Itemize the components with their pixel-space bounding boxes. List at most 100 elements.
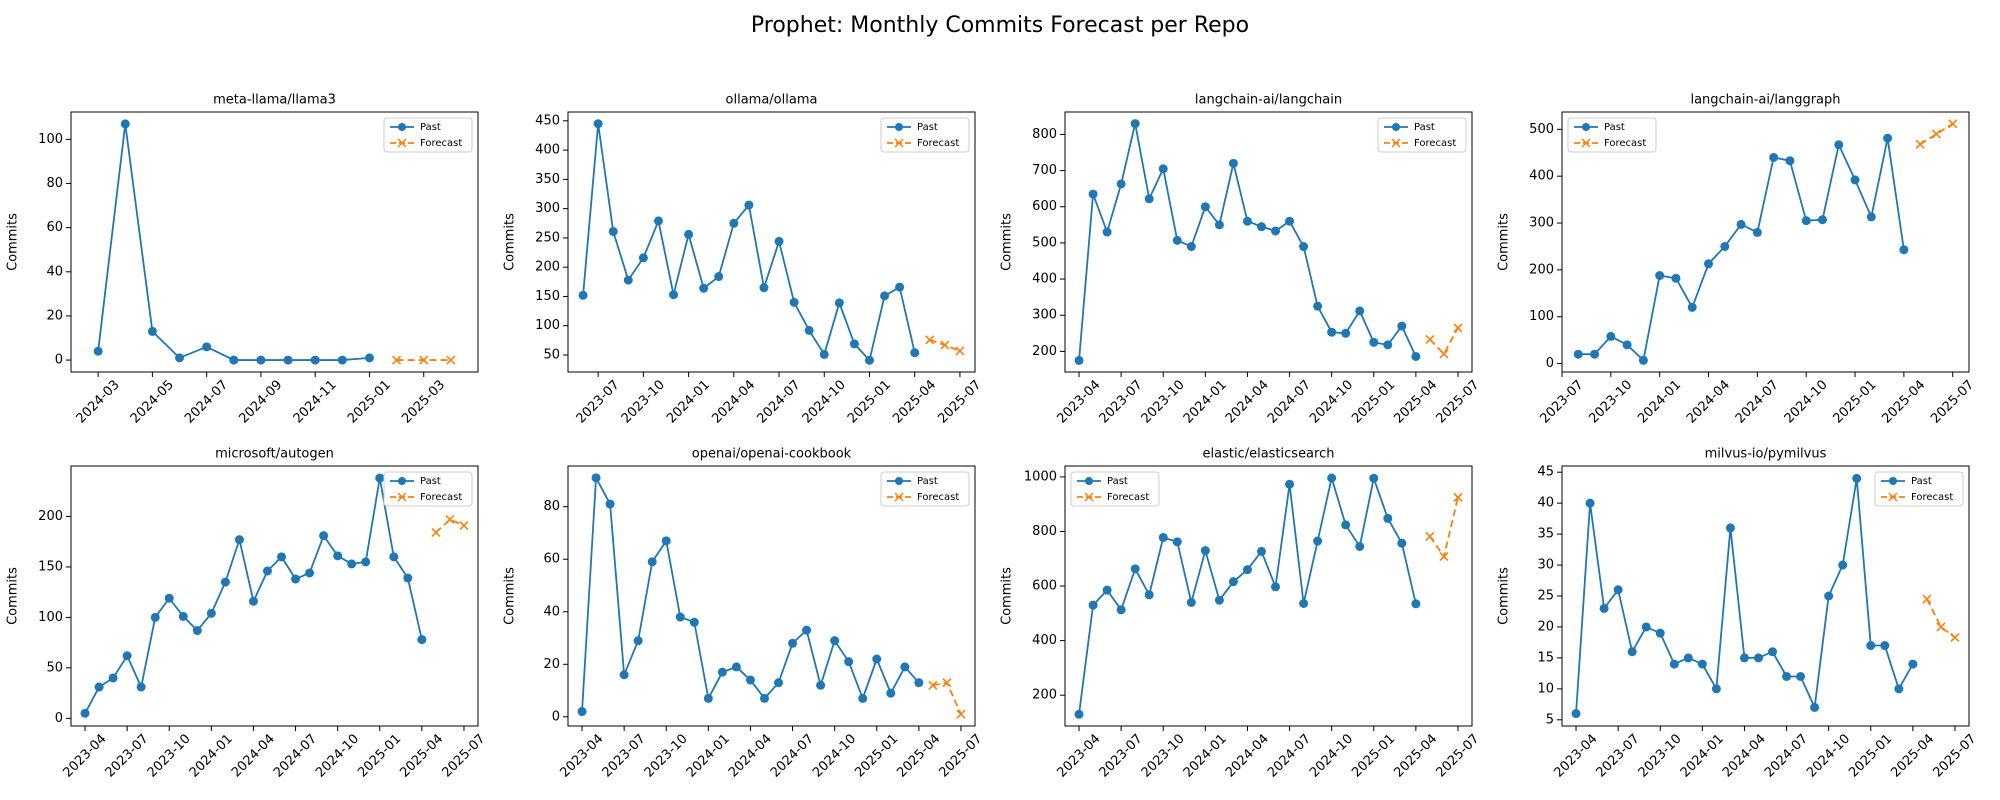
point [337, 355, 347, 365]
point [1852, 473, 1862, 483]
point [206, 608, 216, 618]
point [745, 675, 755, 685]
y-tick-label: 300 [1529, 216, 1554, 231]
point [774, 678, 784, 688]
point [1736, 219, 1746, 229]
legend-marker [1581, 138, 1591, 148]
point [703, 693, 713, 703]
point [1130, 119, 1140, 129]
y-tick-label: 200 [1529, 262, 1554, 277]
legend-marker [894, 492, 904, 502]
point [1585, 498, 1595, 508]
point [675, 612, 685, 622]
y-tick-label: 0 [1546, 356, 1554, 371]
point [1711, 684, 1721, 694]
legend-marker [1391, 138, 1401, 148]
y-tick-label: 20 [543, 657, 560, 672]
y-tick-label: 50 [46, 660, 63, 675]
point [364, 353, 374, 363]
subplot-title: openai/openai-cookbook [692, 447, 852, 462]
point [164, 593, 174, 603]
y-tick-label: 50 [543, 348, 560, 363]
point [1214, 220, 1224, 230]
point [1571, 709, 1581, 719]
point [731, 662, 741, 672]
axes-frame [1064, 465, 1473, 727]
legend-label: Past [1604, 122, 1625, 133]
subplot-title: langchain-ai/langchain [1195, 93, 1342, 108]
y-tick-label: 15 [1537, 650, 1554, 665]
y-tick-label: 500 [1529, 122, 1554, 137]
point [1102, 585, 1112, 595]
point [1172, 537, 1182, 547]
axes-frame [567, 465, 976, 727]
legend-label: Past [420, 476, 441, 487]
point [928, 680, 938, 690]
point [1697, 659, 1707, 669]
point [1116, 179, 1126, 189]
legend-label: Forecast [1414, 138, 1456, 149]
point [1074, 709, 1084, 719]
legend-label: Past [917, 122, 938, 133]
y-tick-label: 100 [535, 318, 560, 333]
point [1908, 659, 1918, 669]
point [1866, 641, 1876, 651]
point [1256, 222, 1266, 232]
legend-label: Past [1911, 476, 1932, 487]
point [220, 577, 230, 587]
y-tick-label: 400 [535, 143, 560, 158]
subplot-title: langchain-ai/langgraph [1690, 93, 1840, 108]
y-tick-label: 500 [1032, 235, 1057, 250]
point [347, 559, 357, 569]
point [858, 693, 868, 703]
axes-frame [1064, 111, 1473, 373]
point [1655, 270, 1665, 280]
point [108, 673, 118, 683]
point [1627, 647, 1637, 657]
point [1355, 541, 1365, 551]
point [633, 636, 643, 646]
legend-label: Forecast [420, 138, 462, 149]
point [1425, 531, 1435, 541]
point [886, 688, 896, 698]
legend-marker [1392, 123, 1400, 131]
y-tick-label: 800 [1032, 524, 1057, 539]
legend-marker [397, 492, 407, 502]
point [150, 612, 160, 622]
point [802, 625, 812, 635]
series-line [1919, 122, 1954, 146]
point [608, 226, 618, 236]
point [1200, 546, 1210, 556]
point [229, 355, 239, 365]
point [1704, 259, 1714, 269]
point [653, 216, 663, 226]
y-tick-label: 30 [1537, 558, 1554, 573]
legend-label: Past [420, 122, 441, 133]
point [729, 218, 739, 228]
y-tick-label: 40 [1537, 496, 1554, 511]
y-tick-label: 200 [535, 260, 560, 275]
y-tick-label: 250 [535, 230, 560, 245]
point [1144, 194, 1154, 204]
point [1369, 337, 1379, 347]
y-tick-label: 5 [1546, 712, 1554, 727]
point [1936, 622, 1946, 632]
y-tick-label: 0 [55, 353, 63, 368]
point [605, 499, 615, 509]
point [1883, 133, 1893, 143]
legend-marker [398, 477, 406, 485]
point [1313, 536, 1323, 546]
point [661, 536, 671, 546]
legend-marker [1889, 477, 1897, 485]
y-tick-label: 300 [1032, 308, 1057, 323]
point [1172, 235, 1182, 245]
point [248, 596, 258, 606]
point [1355, 306, 1365, 316]
point [689, 617, 699, 627]
point [759, 693, 769, 703]
point [1880, 641, 1890, 651]
y-tick-label: 700 [1032, 163, 1057, 178]
point [872, 654, 882, 664]
point [744, 200, 754, 210]
